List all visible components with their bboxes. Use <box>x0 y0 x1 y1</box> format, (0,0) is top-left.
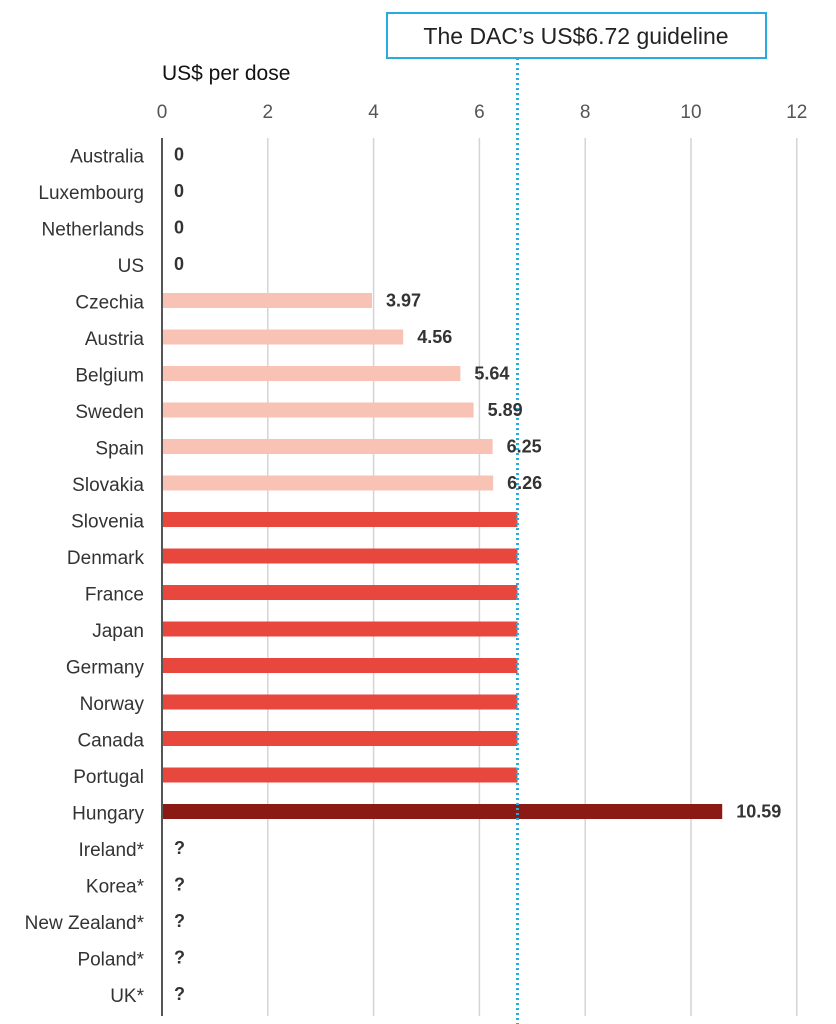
guideline-label: The DAC’s US$6.72 guideline <box>423 23 728 49</box>
category-label: Norway <box>80 694 145 715</box>
bar <box>162 621 518 637</box>
bar <box>162 439 493 454</box>
bar <box>162 548 518 564</box>
gridlines <box>267 138 798 1016</box>
bar <box>162 731 518 746</box>
bar <box>162 475 494 491</box>
category-label: Luxembourg <box>38 183 144 204</box>
category-label: Germany <box>66 658 145 679</box>
value-label: 10.59 <box>736 802 781 822</box>
x-tick-label: 2 <box>263 102 274 123</box>
value-label: 0 <box>174 145 184 165</box>
category-label: US <box>118 256 144 277</box>
value-labels: 0 0 0 0 3.97 4.56 5.64 5.89 6.25 6.26 10.59????? <box>174 145 781 1005</box>
x-tick-label: 6 <box>474 102 485 123</box>
value-label: ? <box>174 838 185 858</box>
category-label: Poland* <box>77 950 144 971</box>
x-tick-label: 8 <box>580 102 591 123</box>
category-label: Sweden <box>75 402 144 423</box>
value-label: 5.89 <box>488 400 523 420</box>
value-label: ? <box>174 948 185 968</box>
category-label: Canada <box>77 731 144 752</box>
x-tick-label: 0 <box>157 102 168 123</box>
bar <box>162 512 518 527</box>
category-label: Czechia <box>75 293 144 314</box>
bar <box>162 658 518 673</box>
category-label: Slovakia <box>72 475 144 496</box>
value-label: 3.97 <box>386 291 421 311</box>
bar <box>162 694 518 710</box>
category-label: Korea* <box>86 877 145 898</box>
bar <box>162 293 373 308</box>
category-label: France <box>85 585 144 606</box>
category-label: Austria <box>85 329 145 350</box>
category-label: Spain <box>95 439 144 460</box>
value-label: 5.64 <box>474 364 509 384</box>
value-label: 0 <box>174 218 184 238</box>
value-label: 6.26 <box>507 473 542 493</box>
category-labels: Australia Luxembourg Netherlands US Czechia A… <box>25 147 145 1008</box>
value-label: 6.25 <box>507 437 542 457</box>
category-label: UK* <box>110 986 144 1007</box>
category-label: Slovenia <box>71 512 144 533</box>
category-label: Netherlands <box>42 220 144 241</box>
value-label: ? <box>174 984 185 1004</box>
category-label: Hungary <box>72 804 144 825</box>
x-tick-label: 10 <box>680 102 701 123</box>
bar <box>162 804 723 819</box>
bar <box>162 366 461 381</box>
value-label: 0 <box>174 254 184 274</box>
bar <box>162 767 518 783</box>
value-label: 4.56 <box>417 327 452 347</box>
x-tick-label: 4 <box>368 102 379 123</box>
value-label: ? <box>174 875 185 895</box>
category-label: New Zealand* <box>25 913 145 934</box>
category-label: Belgium <box>75 366 144 387</box>
unit-label: US$ per dose <box>162 62 290 85</box>
category-label: Ireland* <box>79 840 145 861</box>
bar <box>162 329 404 345</box>
category-label: Portugal <box>73 767 144 788</box>
x-axis-ticks: 0 2 4 6 8 10 12 <box>157 102 808 123</box>
x-tick-label: 12 <box>786 102 807 123</box>
value-label: ? <box>174 911 185 931</box>
bar <box>162 402 474 418</box>
category-label: Japan <box>92 621 144 642</box>
category-label: Australia <box>70 147 144 168</box>
category-label: Denmark <box>67 548 145 569</box>
bars <box>162 293 723 819</box>
value-label: 0 <box>174 181 184 201</box>
guideline-label-box <box>386 12 767 59</box>
bar <box>162 585 518 600</box>
